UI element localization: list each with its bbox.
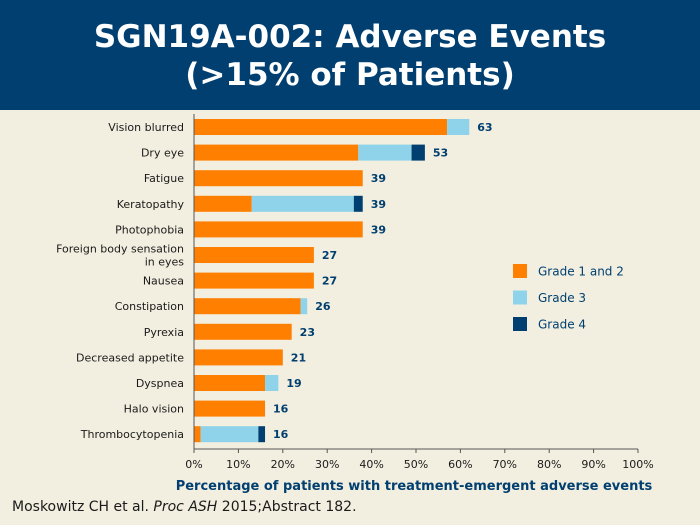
category-label: Thrombocytopenia: [80, 428, 184, 441]
bar-segment: [358, 144, 412, 161]
x-tick-label: 100%: [622, 458, 653, 471]
bar-segment: [194, 170, 363, 187]
x-tick-label: 60%: [448, 458, 472, 471]
value-label: 27: [322, 249, 337, 262]
x-tick-label: 10%: [226, 458, 250, 471]
x-tick-label: 20%: [271, 458, 295, 471]
bar-segment: [194, 221, 363, 238]
bar-segment: [194, 144, 359, 161]
bar-segment: [300, 298, 308, 315]
value-label: 26: [315, 300, 331, 313]
bar-segment: [194, 349, 283, 366]
bar-segment: [194, 247, 314, 263]
category-label: Constipation: [115, 300, 184, 313]
bar-segment: [194, 375, 266, 391]
bar-segment: [194, 426, 201, 443]
citation-journal: Proc ASH: [153, 499, 218, 515]
citation-details: 2015;Abstract 182.: [221, 499, 357, 515]
x-tick-label: 50%: [404, 458, 428, 471]
bar-segment: [353, 195, 363, 212]
category-label: Dyspnea: [136, 377, 184, 390]
value-label: 39: [371, 198, 386, 211]
bar-segment: [194, 298, 301, 315]
category-label: Vision blurred: [108, 121, 184, 134]
bar-segment: [411, 144, 425, 161]
value-label: 21: [291, 351, 306, 364]
citation: Moskowitz CH et al. Proc ASH 2015;Abstra…: [12, 499, 357, 515]
legend-label: Grade 4: [538, 318, 586, 332]
value-label: 16: [273, 428, 289, 441]
value-label: 19: [286, 377, 301, 390]
legend-swatch: [513, 264, 527, 278]
x-tick-label: 90%: [581, 458, 605, 471]
legend-swatch: [513, 290, 527, 305]
bar-segment: [194, 119, 448, 135]
slide-title: SGN19A-002: Adverse Events (>15% of Pati…: [93, 19, 607, 93]
bar-segment: [194, 400, 266, 417]
bar-segment: [447, 119, 470, 135]
x-tick-label: 70%: [493, 458, 517, 471]
value-label: 16: [273, 403, 289, 416]
bar-segment: [251, 195, 354, 212]
value-label: 39: [371, 172, 386, 185]
bar-segment: [194, 323, 292, 340]
x-tick-label: 80%: [537, 458, 561, 471]
category-label: Dry eye: [141, 147, 184, 160]
legend-label: Grade 1 and 2: [538, 265, 624, 279]
adverse-events-chart: Vision blurred 63 Dry eye 53 Fatigue 39 Kerato…: [56, 114, 654, 494]
bar-segment: [258, 426, 266, 443]
category-label: Foreign body sensation in eyes: [56, 243, 184, 269]
value-label: 23: [300, 326, 315, 339]
value-label: 39: [371, 223, 386, 236]
bar-segment: [194, 272, 314, 289]
category-label: Halo vision: [124, 403, 184, 416]
category-label: Fatigue: [144, 172, 184, 185]
x-tick-label: 40%: [359, 458, 383, 471]
legend-swatch: [513, 317, 527, 331]
category-label: Photophobia: [115, 223, 184, 236]
bar-segment: [265, 375, 279, 391]
bar-segment: [200, 426, 259, 443]
value-label: 27: [322, 275, 337, 288]
legend-label: Grade 3: [538, 291, 586, 305]
value-label: 53: [433, 147, 448, 160]
bar-segment: [194, 195, 252, 212]
category-label: Keratopathy: [117, 198, 185, 211]
title-banner: [0, 0, 700, 110]
category-label: Pyrexia: [144, 326, 184, 339]
x-tick-label: 30%: [315, 458, 339, 471]
x-tick-label: 0%: [185, 458, 202, 471]
x-axis-title: Percentage of patients with treatment-em…: [176, 479, 653, 494]
value-label: 63: [477, 121, 492, 134]
category-label: Nausea: [143, 275, 184, 288]
category-label: Decreased appetite: [76, 351, 184, 364]
citation-authors: Moskowitz CH et al.: [12, 499, 149, 515]
